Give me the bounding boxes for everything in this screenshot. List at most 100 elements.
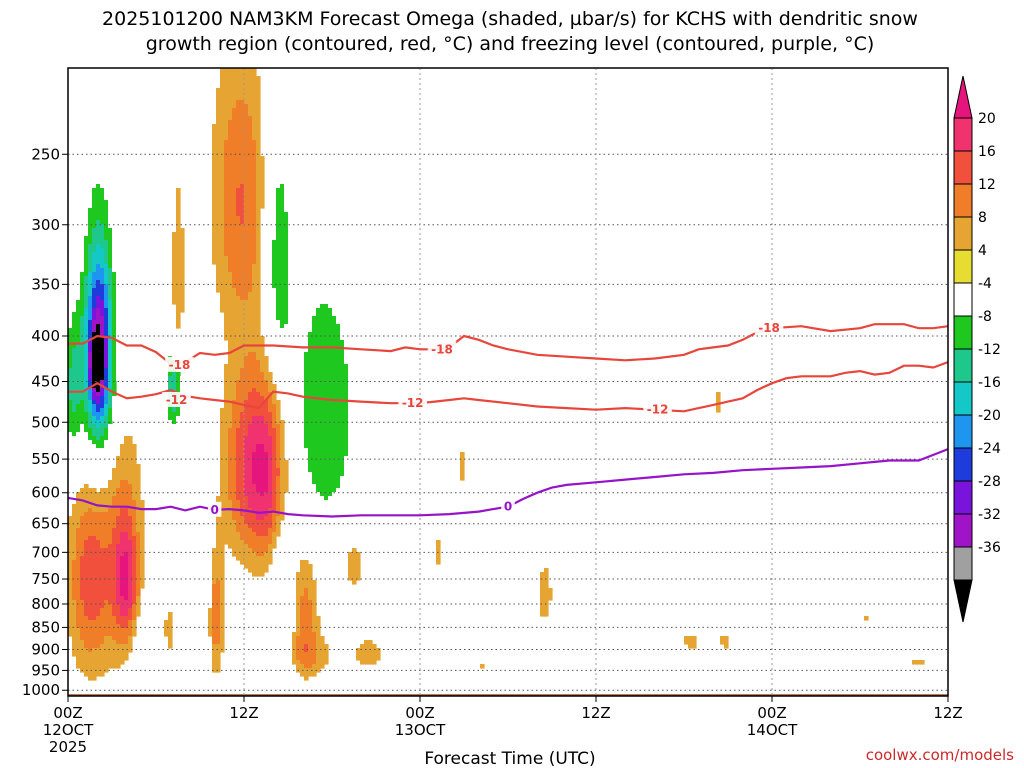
- omega-cell: [844, 644, 849, 673]
- colorbar-label: 12: [978, 177, 996, 193]
- omega-cell: [244, 356, 249, 401]
- omega-cell: [268, 412, 273, 437]
- omega-cell: [116, 604, 121, 625]
- x-tick-label: 12Z: [933, 704, 962, 722]
- omega-cell: [112, 396, 117, 421]
- omega-cell: [256, 392, 261, 417]
- omega-cell: [128, 608, 133, 621]
- omega-cell: [72, 412, 77, 437]
- omega-cell: [172, 348, 177, 361]
- omega-cell: [132, 536, 137, 605]
- omega-cell: [96, 96, 101, 185]
- omega-cell: [72, 504, 77, 561]
- omega-cell: [276, 468, 281, 477]
- omega-cell: [328, 496, 333, 545]
- omega-cell: [104, 240, 109, 265]
- omega-cell: [108, 636, 113, 669]
- omega-cell: [268, 220, 273, 309]
- omega-cell: [260, 372, 265, 397]
- y-tick-label: 300: [31, 216, 60, 234]
- omega-cell: [244, 68, 249, 105]
- omega-cell: [328, 216, 333, 309]
- omega-cell: [216, 580, 221, 645]
- omega-cell: [244, 104, 249, 301]
- omega-cell: [104, 336, 109, 369]
- omega-cell: [88, 380, 93, 389]
- omega-cell: [264, 552, 269, 573]
- omega-cell: [80, 488, 85, 517]
- omega-cell: [264, 492, 269, 517]
- omega-cell: [248, 392, 253, 425]
- omega-cell: [104, 440, 109, 453]
- colorbar-label: -4: [978, 276, 992, 292]
- omega-cell: [88, 428, 93, 441]
- omega-cell: [104, 636, 109, 673]
- x-tick-label: 00Z: [757, 704, 786, 722]
- omega-cell: [260, 536, 265, 557]
- omega-cell: [88, 368, 93, 381]
- omega-cell: [176, 416, 181, 437]
- omega-cell: [88, 652, 93, 681]
- omega-cell: [88, 320, 93, 341]
- colorbar-label: 8: [978, 210, 987, 226]
- omega-cell: [848, 644, 853, 673]
- omega-cell: [252, 68, 257, 141]
- omega-cell: [264, 400, 269, 425]
- omega-cell: [120, 532, 125, 557]
- colorbar-label: -28: [978, 474, 1001, 490]
- omega-cell: [116, 252, 121, 381]
- colorbar-bottom-triangle: [953, 579, 973, 623]
- omega-cell: [264, 424, 269, 453]
- omega-cell: [300, 596, 305, 665]
- omega-cell: [316, 616, 321, 673]
- omega-cell: [168, 404, 173, 421]
- omega-cell: [104, 416, 109, 429]
- omega-cell: [236, 216, 241, 297]
- omega-cell: [88, 352, 93, 369]
- omega-cell: [96, 412, 101, 421]
- y-tick-label: 900: [31, 641, 60, 659]
- omega-cell: [88, 400, 93, 413]
- omega-cell: [232, 520, 237, 557]
- omega-cell: [256, 536, 261, 557]
- omega-cell: [100, 512, 105, 549]
- omega-cell: [368, 640, 373, 665]
- omega-cell: [92, 400, 97, 405]
- omega-cell: [168, 340, 173, 357]
- omega-cell: [148, 620, 153, 669]
- omega-cell: [136, 532, 141, 597]
- omega-cell: [96, 392, 101, 397]
- omega-cell: [236, 296, 241, 381]
- omega-cell: [172, 412, 177, 425]
- omega-cell: [108, 228, 113, 269]
- omega-cell: [280, 184, 285, 329]
- omega-cell: [120, 644, 125, 665]
- omega-cell: [84, 484, 89, 513]
- omega-cell: [296, 660, 301, 673]
- omega-cell: [280, 572, 285, 641]
- colorbar: 20 16 12 8 4 -4 -8 -12 -16 -20 -24 -28 -32 -36: [953, 75, 1001, 623]
- omega-cell: [124, 436, 129, 481]
- omega-cell: [252, 264, 257, 353]
- omega-cell: [100, 268, 105, 285]
- y-tick-label: 750: [31, 570, 60, 588]
- omega-cell: [88, 488, 93, 509]
- contour-label-bg: [398, 395, 427, 411]
- omega-cell: [136, 596, 141, 617]
- omega-cell: [236, 500, 241, 533]
- omega-cell: [96, 540, 101, 617]
- omega-cell: [228, 500, 233, 549]
- omega-cell: [304, 652, 309, 669]
- omega-cell: [84, 276, 89, 309]
- omega-cell: [308, 600, 313, 669]
- omega-cell: [240, 68, 245, 101]
- omega-cell: [252, 452, 257, 485]
- omega-cell: [240, 184, 245, 225]
- colorbar-swatch: [953, 381, 973, 416]
- omega-cell: [292, 632, 297, 665]
- omega-cell: [116, 624, 121, 645]
- contour-label-bg: [207, 501, 222, 517]
- omega-cell: [100, 316, 105, 337]
- omega-cell: [276, 424, 281, 469]
